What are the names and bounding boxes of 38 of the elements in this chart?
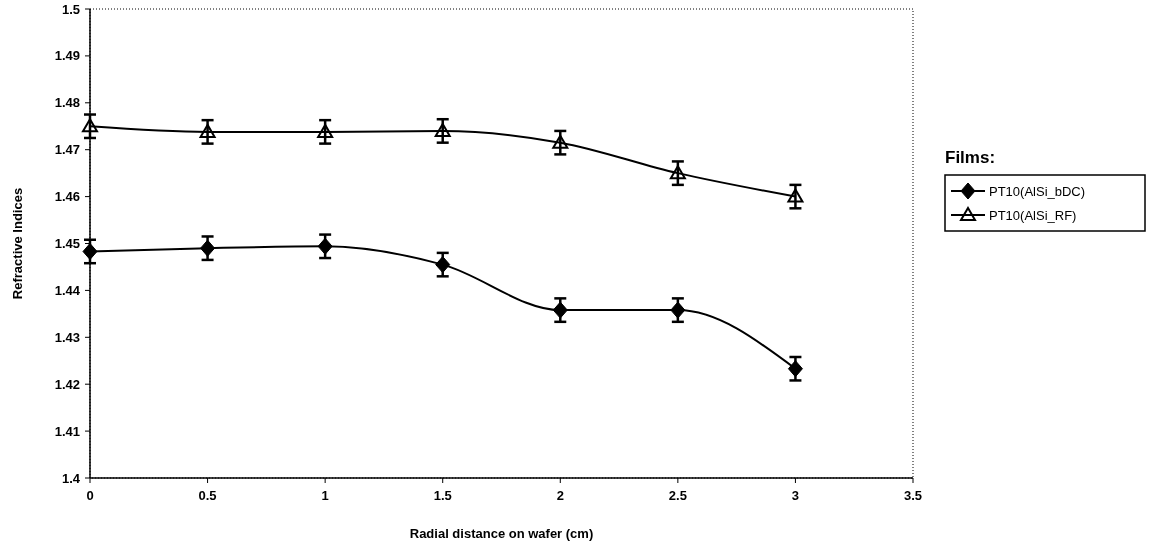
y-tick-label: 1.49 bbox=[54, 48, 80, 64]
y-tick-label: 1.47 bbox=[54, 142, 80, 158]
point bbox=[670, 301, 686, 319]
legend-label: PT10(AlSi_bDC) bbox=[989, 183, 1086, 199]
x-tick-label: 1 bbox=[321, 488, 329, 503]
point bbox=[434, 122, 451, 137]
point bbox=[199, 123, 216, 138]
x-tick-label: 3.5 bbox=[903, 488, 923, 503]
y-tick-label: 1.4 bbox=[61, 470, 81, 486]
point bbox=[787, 188, 804, 203]
point bbox=[200, 239, 216, 257]
legend-title: Films: bbox=[945, 148, 996, 167]
point bbox=[552, 134, 569, 149]
y-tick-label: 1.43 bbox=[54, 329, 80, 345]
legend-label: PT10(AlSi_RF) bbox=[989, 207, 1077, 223]
point bbox=[787, 360, 803, 378]
x-tick-label: 3 bbox=[791, 488, 800, 503]
point bbox=[82, 242, 98, 260]
point bbox=[435, 256, 451, 274]
x-tick-label: 2 bbox=[556, 488, 564, 503]
x-axis-title: Radial distance on wafer (cm) bbox=[409, 526, 594, 541]
y-tick-label: 1.42 bbox=[54, 376, 80, 392]
y-axis-title: Refractive Indices bbox=[10, 187, 25, 300]
y-tick-label: 1.5 bbox=[61, 1, 80, 17]
x-tick-label: 0 bbox=[86, 488, 94, 503]
point bbox=[317, 237, 333, 255]
y-tick-label: 1.44 bbox=[54, 282, 81, 298]
x-tick-label: 1.5 bbox=[433, 488, 452, 503]
y-tick-label: 1.48 bbox=[54, 95, 80, 111]
y-tick-label: 1.45 bbox=[54, 236, 80, 252]
x-tick-label: 2.5 bbox=[668, 488, 687, 503]
y-tick-label: 1.41 bbox=[54, 423, 80, 439]
y-tick-label: 1.46 bbox=[54, 189, 80, 205]
point bbox=[317, 123, 334, 138]
point bbox=[82, 118, 98, 133]
point bbox=[669, 165, 686, 180]
x-tick-label: 0.5 bbox=[198, 488, 217, 503]
point bbox=[552, 301, 568, 319]
